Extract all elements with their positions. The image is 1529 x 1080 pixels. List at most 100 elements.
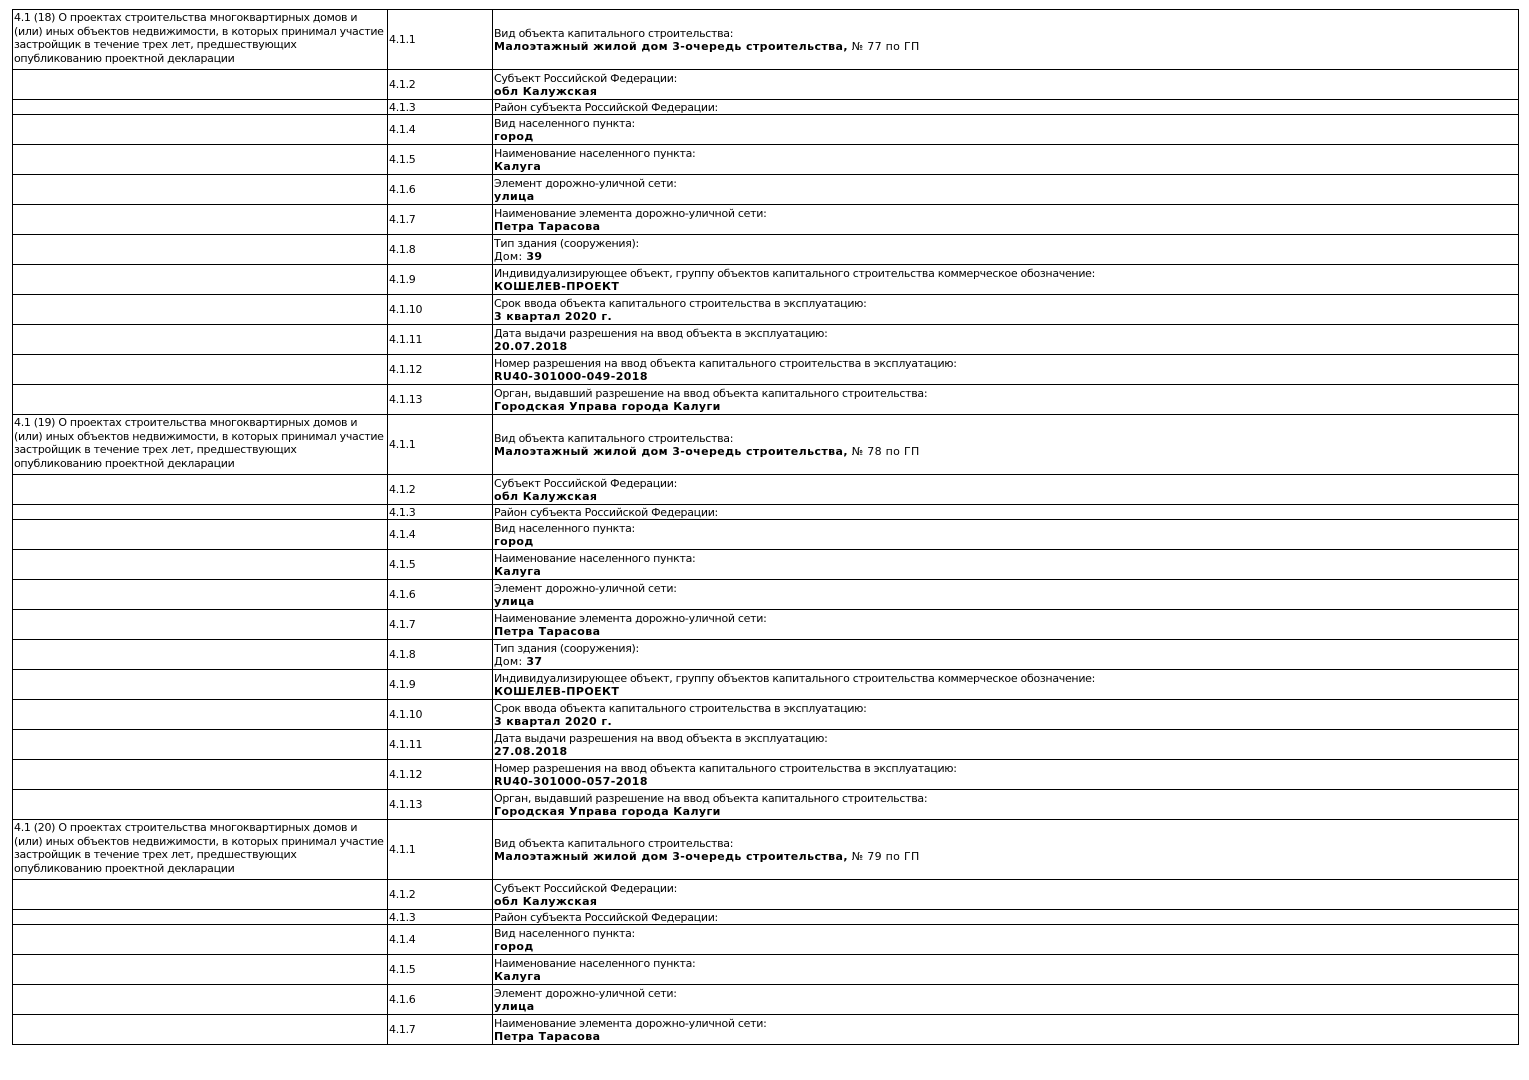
table-row: 4.1.10 Срок ввода объекта капитального ст… [12,294,1519,325]
item-label: Элемент дорожно-уличной сети: [494,581,677,595]
item-code: 4.1.1 [387,9,493,70]
item-content: Орган, выдавший разрешение на ввод объек… [492,384,1519,415]
item-value: город [494,939,534,953]
item-value-line: улица [494,190,1517,203]
item-code: 4.1.2 [387,474,493,505]
empty-cell [12,954,388,985]
item-content: Элемент дорожно-уличной сети: улица [492,984,1519,1015]
item-value: улица [494,999,535,1013]
item-content: Район субъекта Российской Федерации: [492,504,1519,520]
item-label: Субъект Российской Федерации: [494,476,678,490]
item-value-line: 3 квартал 2020 г. [494,310,1517,323]
table-row: 4.1.9 Индивидуализирующее объект, группу … [12,264,1519,295]
empty-cell [12,984,388,1015]
item-value-line: 20.07.2018 [494,340,1517,353]
item-code: 4.1.2 [387,69,493,100]
empty-cell [12,174,388,205]
item-code: 4.1.8 [387,234,493,265]
empty-cell [12,609,388,640]
item-code: 4.1.2 [387,879,493,910]
table-row: 4.1.3 Район субъекта Российской Федерации… [12,504,1519,520]
section-heading: 4.1 (20) О проектах строительства многок… [12,819,388,880]
empty-cell [12,1014,388,1045]
item-code: 4.1.1 [387,414,493,475]
item-value: обл Калужская [494,489,598,503]
item-value: Петра Тарасова [494,219,601,233]
table-row: 4.1.12 Номер разрешения на ввод объекта к… [12,354,1519,385]
item-value-line: обл Калужская [494,895,1517,908]
table-row: 4.1.4 Вид населенного пункта: город [12,924,1519,955]
item-code: 4.1.4 [387,114,493,145]
item-code: 4.1.3 [387,909,493,925]
item-value-line: Дом: 39 [494,250,1517,263]
item-value: Петра Тарасова [494,1029,601,1043]
item-label: Наименование элемента дорожно-уличной се… [494,206,767,220]
item-content: Наименование населенного пункта: Калуга [492,549,1519,580]
table-row: 4.1.13 Орган, выдавший разрешение на ввод… [12,789,1519,820]
empty-cell [12,579,388,610]
item-value: город [494,534,534,548]
item-code: 4.1.6 [387,984,493,1015]
item-value: обл Калужская [494,84,598,98]
table-row: 4.1.6 Элемент дорожно-уличной сети: улица [12,174,1519,205]
item-code: 4.1.10 [387,699,493,730]
item-code: 4.1.6 [387,174,493,205]
item-value-line: город [494,130,1517,143]
item-value-line: Дом: 37 [494,655,1517,668]
item-content: Наименование элемента дорожно-уличной се… [492,609,1519,640]
item-value-prefix: Дом: [494,249,527,263]
table-row: 4.1.6 Элемент дорожно-уличной сети: улица [12,984,1519,1015]
item-code: 4.1.11 [387,324,493,355]
item-value: улица [494,594,535,608]
item-value-line: город [494,535,1517,548]
item-content: Район субъекта Российской Федерации: [492,99,1519,115]
table-row: 4.1.4 Вид населенного пункта: город [12,519,1519,550]
item-value: Малоэтажный жилой дом 3-очередь строител… [494,39,848,53]
item-label: Номер разрешения на ввод объекта капитал… [494,356,957,370]
item-code: 4.1.7 [387,204,493,235]
table-row: 4.1.2 Субъект Российской Федерации: обл Ка… [12,474,1519,505]
item-label: Вид населенного пункта: [494,521,635,535]
item-value-line: 27.08.2018 [494,745,1517,758]
item-label: Вид населенного пункта: [494,926,635,940]
item-label: Срок ввода объекта капитального строител… [494,296,867,310]
item-value: Калуга [494,564,542,578]
item-label: Элемент дорожно-уличной сети: [494,176,677,190]
empty-cell [12,699,388,730]
item-code: 4.1.8 [387,639,493,670]
item-value-suffix: № 78 по ГП [847,444,920,458]
item-code: 4.1.9 [387,669,493,700]
item-label: Элемент дорожно-уличной сети: [494,986,677,1000]
item-value: обл Калужская [494,894,598,908]
item-label: Тип здания (сооружения): [494,641,639,655]
item-code: 4.1.4 [387,519,493,550]
table-row: 4.1.11 Дата выдачи разрешения на ввод объ… [12,324,1519,355]
table-row: 4.1.9 Индивидуализирующее объект, группу … [12,669,1519,700]
item-label: Район субъекта Российской Федерации: [494,505,718,519]
item-label: Орган, выдавший разрешение на ввод объек… [494,791,928,805]
item-content: Срок ввода объекта капитального строител… [492,294,1519,325]
item-label: Дата выдачи разрешения на ввод объекта в… [494,326,828,340]
item-content: Субъект Российской Федерации: обл Калужск… [492,879,1519,910]
table-row: 4.1.7 Наименование элемента дорожно-уличн… [12,204,1519,235]
empty-cell [12,99,388,115]
item-value: КОШЕЛЕВ-ПРОЕКТ [494,684,620,698]
empty-cell [12,324,388,355]
empty-cell [12,114,388,145]
item-value: Калуга [494,969,542,983]
table-row: 4.1.4 Вид населенного пункта: город [12,114,1519,145]
empty-cell [12,354,388,385]
empty-cell [12,729,388,760]
item-label: Вид объекта капитального строительства: [494,26,734,40]
item-value: RU40-301000-057-2018 [494,774,648,788]
table-row: 4.1.5 Наименование населенного пункта: Кал… [12,954,1519,985]
item-content: Вид объекта капитального строительства: М… [492,9,1519,70]
item-value-suffix: № 77 по ГП [847,39,920,53]
item-code: 4.1.3 [387,504,493,520]
empty-cell [12,789,388,820]
item-value-line: RU40-301000-057-2018 [494,775,1517,788]
item-content: Индивидуализирующее объект, группу объек… [492,264,1519,295]
item-label: Вид населенного пункта: [494,116,635,130]
item-label: Наименование населенного пункта: [494,956,696,970]
item-label: Индивидуализирующее объект, группу объек… [494,671,1096,685]
